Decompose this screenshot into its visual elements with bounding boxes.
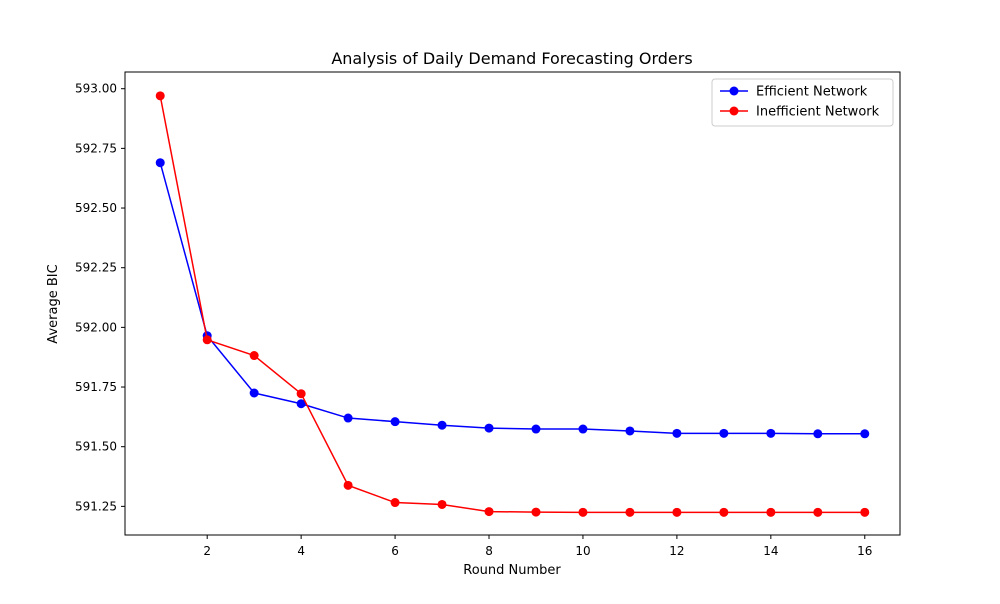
series-inefficient-network	[155, 91, 870, 517]
data-point-inefficient-network	[719, 507, 729, 517]
data-point-efficient-network	[343, 413, 353, 423]
data-point-efficient-network	[437, 420, 447, 430]
x-tick-label: 8	[485, 544, 493, 558]
data-point-inefficient-network	[672, 507, 682, 517]
x-tick-label: 6	[391, 544, 399, 558]
data-point-efficient-network	[766, 428, 776, 438]
data-point-efficient-network	[813, 429, 823, 439]
data-point-inefficient-network	[484, 507, 494, 517]
x-tick-label: 2	[203, 544, 211, 558]
y-tick-label: 592.25	[75, 261, 117, 275]
series-line-inefficient-network	[159, 95, 865, 514]
y-tick-label: 592.00	[75, 320, 117, 334]
y-axis-label: Average BIC	[46, 264, 61, 343]
data-point-inefficient-network	[343, 480, 353, 490]
data-point-inefficient-network	[296, 389, 306, 399]
data-point-efficient-network	[296, 399, 306, 409]
data-point-inefficient-network	[202, 335, 212, 345]
axes: 2 4 6 8 10 12 14 16 591.25 591.50 591.75 592.00 592.…	[75, 71, 901, 558]
series-line-efficient-network	[159, 162, 865, 435]
data-point-efficient-network	[484, 423, 494, 433]
data-point-inefficient-network	[437, 499, 447, 509]
y-tick-label: 591.50	[75, 440, 117, 454]
data-point-efficient-network	[719, 428, 729, 438]
legend-item: Efficient Network	[720, 85, 868, 100]
legend-label: Efficient Network	[756, 85, 868, 100]
y-tick-label: 592.50	[75, 201, 117, 215]
data-point-inefficient-network	[813, 507, 823, 517]
data-point-inefficient-network	[390, 498, 400, 508]
plot-frame	[124, 71, 901, 536]
data-point-inefficient-network	[155, 91, 165, 101]
x-axis-label: Round Number	[463, 563, 561, 578]
data-point-efficient-network	[249, 388, 259, 398]
legend-item: Inefficient Network	[720, 105, 880, 120]
chart-title: Analysis of Daily Demand Forecasting Ord…	[331, 49, 692, 68]
data-point-inefficient-network	[578, 507, 588, 517]
series-layer	[155, 91, 870, 517]
y-tick-label: 591.75	[75, 380, 117, 394]
data-point-efficient-network	[390, 417, 400, 427]
y-tick-label: 593.00	[75, 82, 117, 96]
legend-label: Inefficient Network	[756, 105, 880, 120]
x-tick-label: 16	[857, 544, 872, 558]
y-tick-label: 591.25	[75, 499, 117, 513]
data-point-inefficient-network	[625, 507, 635, 517]
x-tick-label: 12	[669, 544, 684, 558]
data-point-inefficient-network	[860, 507, 870, 517]
y-tick-label: 592.75	[75, 141, 117, 155]
data-point-efficient-network	[625, 426, 635, 436]
legend-swatch-marker	[729, 106, 739, 116]
x-tick-label: 10	[575, 544, 590, 558]
data-point-inefficient-network	[249, 351, 259, 361]
series-efficient-network	[155, 158, 870, 439]
data-point-efficient-network	[531, 424, 541, 434]
legend-box	[711, 78, 894, 127]
data-point-inefficient-network	[531, 507, 541, 517]
legend-swatch-marker	[729, 86, 739, 96]
legend: Efficient Network Inefficient Network	[711, 78, 894, 127]
data-point-inefficient-network	[766, 507, 776, 517]
data-point-efficient-network	[860, 429, 870, 439]
data-point-efficient-network	[578, 424, 588, 434]
data-point-efficient-network	[155, 158, 165, 168]
x-tick-label: 14	[763, 544, 778, 558]
data-point-efficient-network	[672, 428, 682, 438]
x-tick-label: 4	[297, 544, 305, 558]
